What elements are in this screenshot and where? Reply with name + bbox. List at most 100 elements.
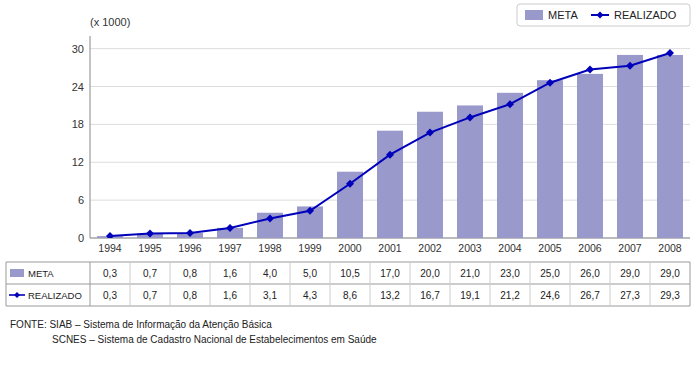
table-value: 4,0 (263, 268, 277, 279)
table-rule (370, 262, 371, 306)
table-value: 20,0 (420, 268, 440, 279)
table-rule (90, 262, 91, 306)
chart: 0612182430(x 1000)1994199519961997199819… (0, 0, 700, 376)
table-row-label: META (28, 268, 54, 279)
grid-line (90, 48, 690, 49)
table-value: 0,8 (183, 268, 197, 279)
bar (537, 80, 563, 238)
table-value: 27,3 (620, 290, 640, 301)
table-rule (410, 262, 411, 306)
line (110, 53, 670, 236)
plot-area (97, 49, 683, 238)
source-note: SCNES – Sistema de Cadastro Nacional de … (52, 334, 377, 345)
bar (497, 93, 523, 238)
x-tick-label: 1998 (258, 242, 282, 254)
line-marker (346, 180, 354, 188)
x-tick-label: 1995 (138, 242, 162, 254)
line-marker (626, 62, 634, 70)
table-rule (130, 262, 131, 306)
legend-marker (597, 12, 604, 19)
x-tick-label: 2005 (538, 242, 562, 254)
table-rule (290, 262, 291, 306)
x-tick-label: 2007 (618, 242, 642, 254)
line-marker (106, 232, 114, 238)
line-marker (386, 151, 394, 159)
table-rule (650, 262, 651, 306)
table-rule (6, 262, 7, 306)
bar (377, 131, 403, 238)
y-axis-line (90, 36, 91, 238)
x-tick-label: 2001 (378, 242, 402, 254)
grid (90, 49, 690, 238)
line-marker (186, 229, 194, 237)
table-rule (690, 262, 691, 306)
bar (617, 55, 643, 238)
x-tick-label: 2004 (498, 242, 522, 254)
table-value: 26,7 (580, 290, 600, 301)
table-rule (450, 262, 451, 306)
line-marker (546, 79, 554, 87)
table-value: 13,2 (380, 290, 400, 301)
table-value: 4,3 (303, 290, 317, 301)
source-note: FONTE: SIAB – Sistema de Informação da A… (10, 319, 272, 330)
y-tick-label: 30 (72, 43, 84, 55)
y-tick-label: 18 (72, 118, 84, 130)
table-rule (6, 306, 690, 307)
table-rule (490, 262, 491, 306)
table-value: 16,7 (420, 290, 440, 301)
x-tick-label: 1999 (298, 242, 322, 254)
table-rule (250, 262, 251, 306)
line-marker (306, 207, 314, 215)
y-axis-label: (x 1000) (90, 16, 130, 28)
y-tick-label: 12 (72, 156, 84, 168)
line-marker (586, 65, 594, 73)
table-value: 0,3 (103, 268, 117, 279)
x-tick-label: 2000 (338, 242, 362, 254)
bar (457, 105, 483, 238)
bar (577, 74, 603, 238)
line-marker (266, 214, 274, 222)
y-tick-label: 0 (78, 232, 84, 244)
table-value: 10,5 (340, 268, 360, 279)
table-rule (210, 262, 211, 306)
table-value: 29,0 (660, 268, 680, 279)
line-marker (226, 224, 234, 232)
table-rule (530, 262, 531, 306)
table-value: 0,3 (103, 290, 117, 301)
bar (417, 112, 443, 238)
table-swatch (10, 269, 24, 277)
table-rule (6, 284, 690, 285)
y-tick-label: 6 (78, 194, 84, 206)
x-tick-label: 2008 (658, 242, 682, 254)
x-tick-label: 1997 (218, 242, 242, 254)
table-value: 23,0 (500, 268, 520, 279)
table-value: 8,6 (343, 290, 357, 301)
table-value: 26,0 (580, 268, 600, 279)
table-value: 1,6 (223, 268, 237, 279)
bar (337, 172, 363, 238)
table-value: 21,0 (460, 268, 480, 279)
table-value: 3,1 (263, 290, 277, 301)
table-value: 25,0 (540, 268, 560, 279)
table-value: 19,1 (460, 290, 480, 301)
table-value: 0,8 (183, 290, 197, 301)
y-tick-label: 24 (72, 81, 84, 93)
x-tick-label: 1996 (178, 242, 202, 254)
table-value: 29,0 (620, 268, 640, 279)
bar (657, 55, 683, 238)
table-value: 24,6 (540, 290, 560, 301)
table-value: 0,7 (143, 290, 157, 301)
bar (297, 206, 323, 238)
table-rule (610, 262, 611, 306)
x-tick-label: 2002 (418, 242, 442, 254)
table-rule (170, 262, 171, 306)
line-marker (666, 49, 674, 57)
data-table: META0,30,70,81,64,05,010,517,020,021,023… (6, 262, 690, 306)
x-tick-label: 2006 (578, 242, 602, 254)
line-marker (506, 100, 514, 108)
line-marker (146, 230, 154, 238)
table-value: 21,2 (500, 290, 520, 301)
table-value: 29,3 (660, 290, 680, 301)
table-value: 1,6 (223, 290, 237, 301)
table-rule (6, 262, 690, 263)
